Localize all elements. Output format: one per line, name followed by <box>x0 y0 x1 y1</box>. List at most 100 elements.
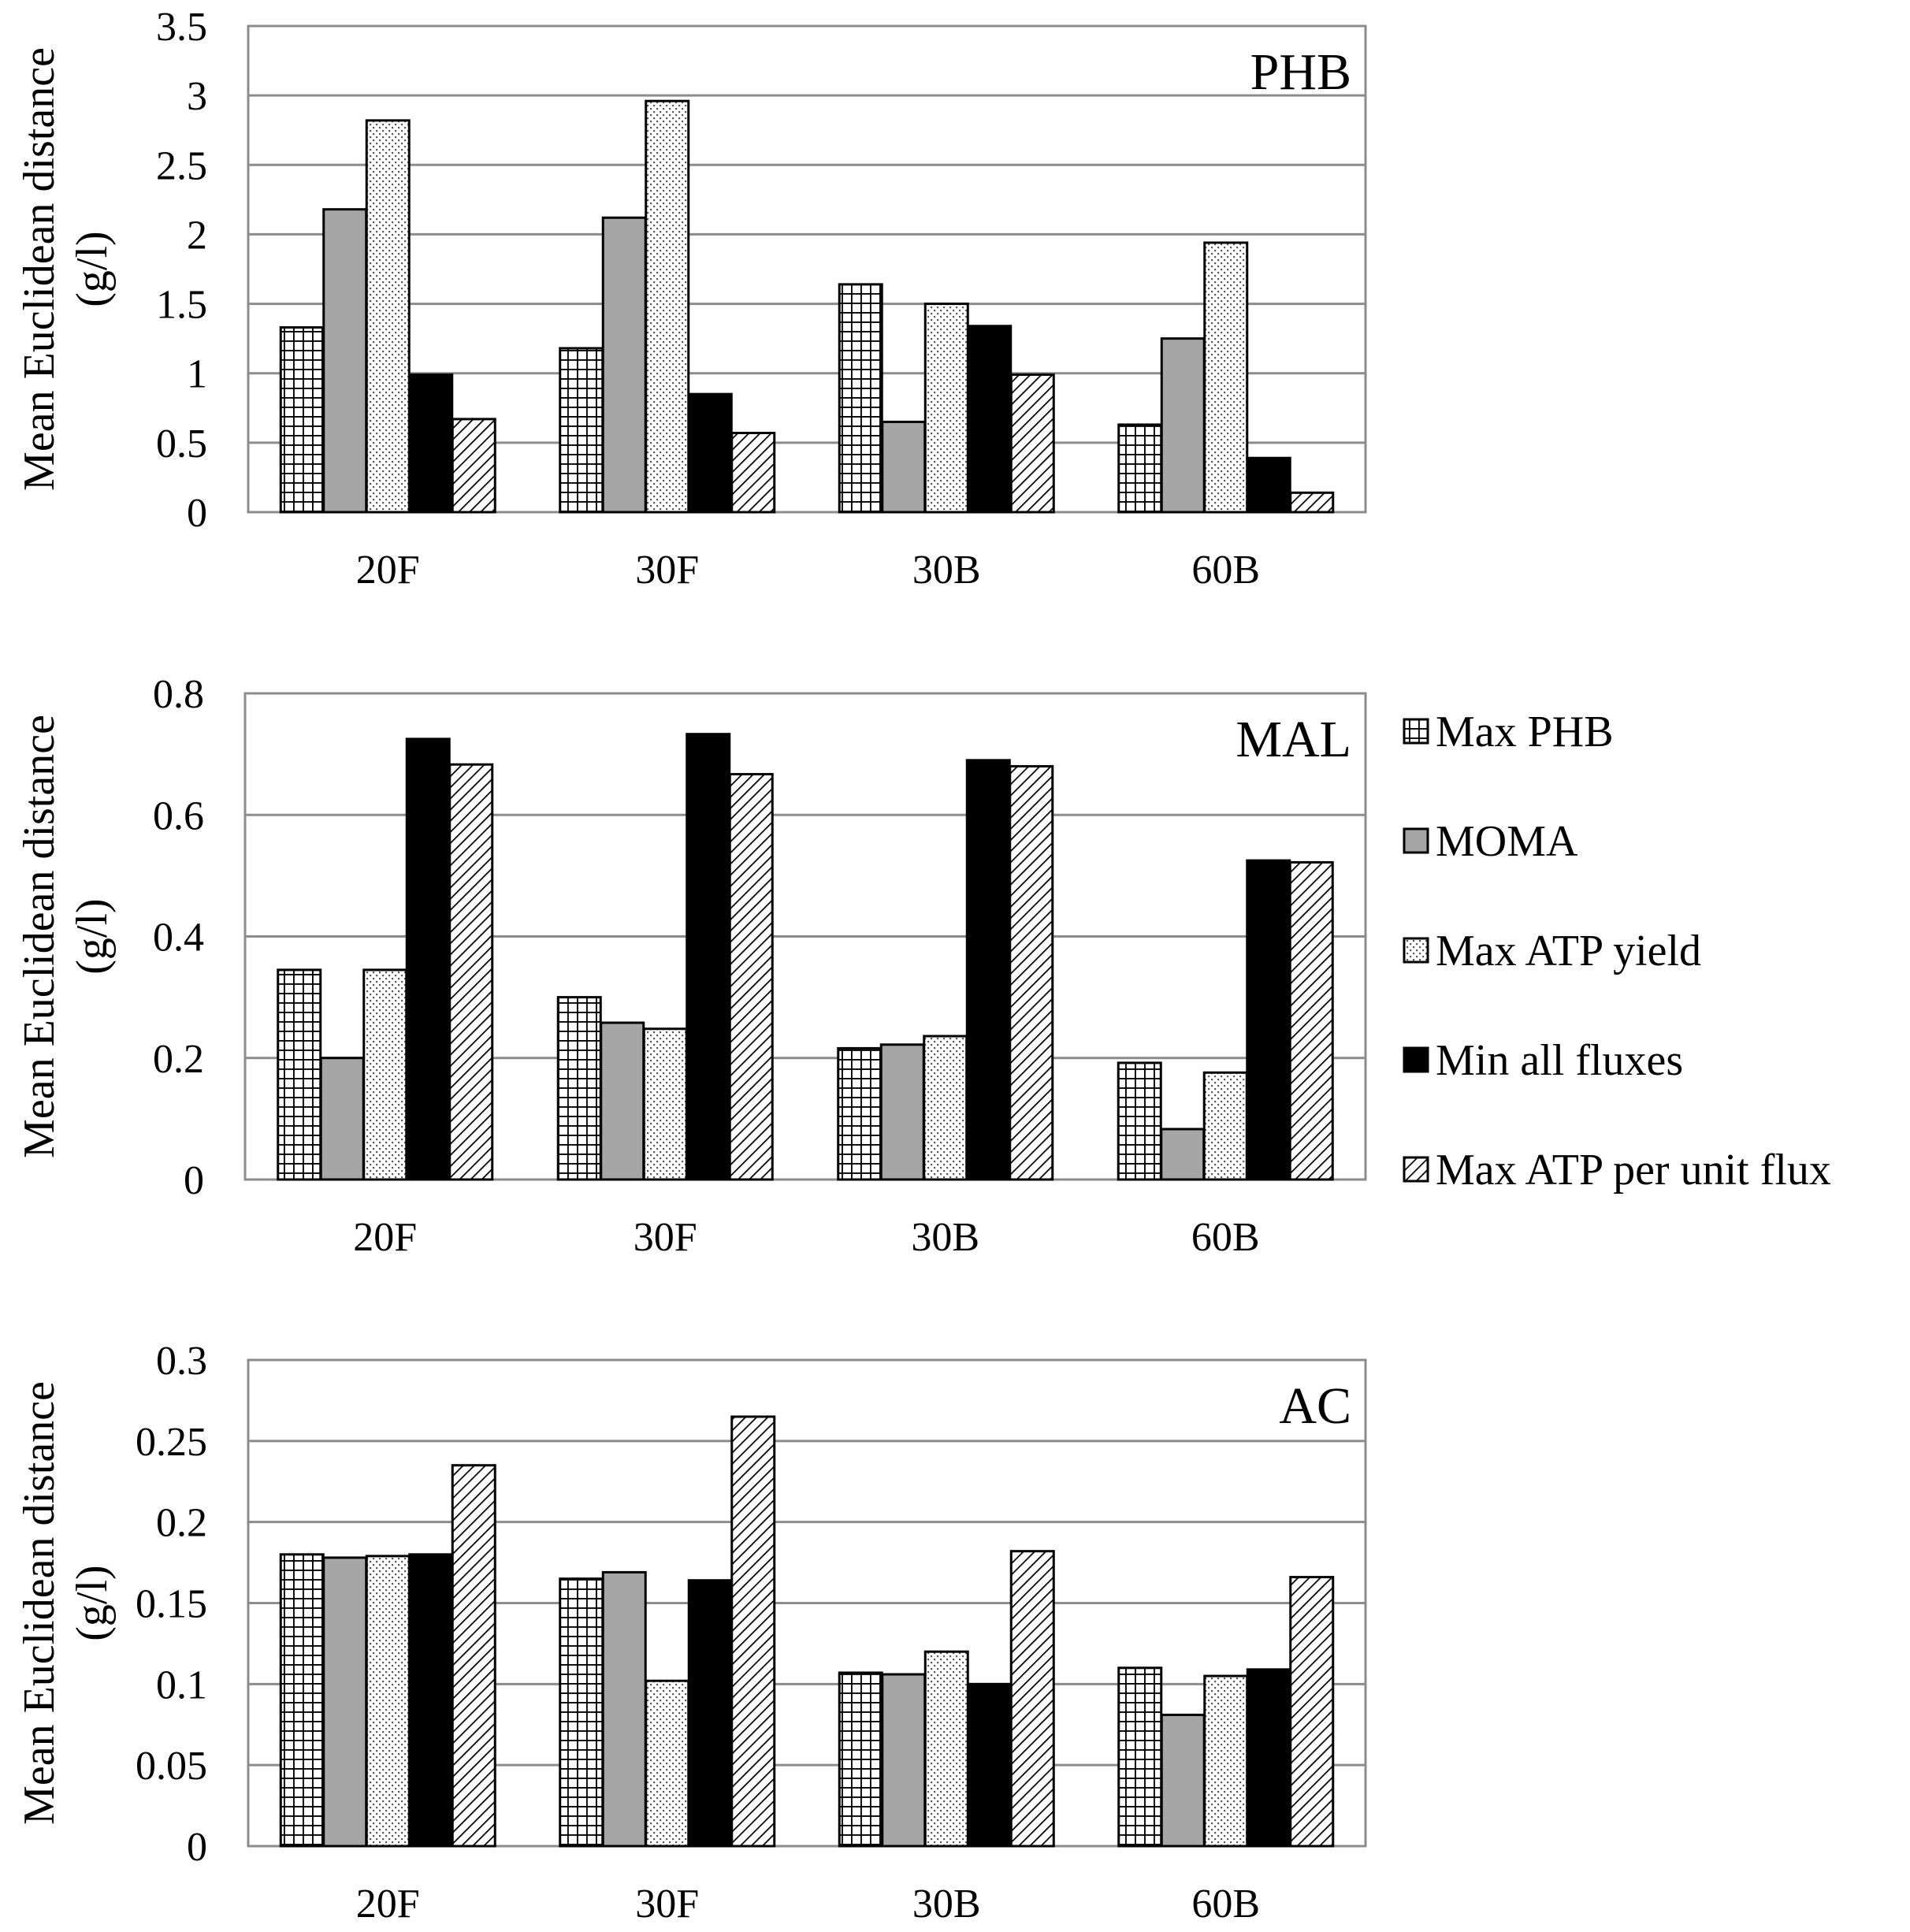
bar-max-atp-yield-30f <box>645 99 690 514</box>
bar-max-atp-per-unit-flux-30f <box>730 1415 776 1848</box>
bar-max-atp-yield-60b <box>1202 1071 1248 1181</box>
x-tick-label: 30B <box>912 1882 981 1926</box>
bar-moma-60b <box>1160 1128 1206 1181</box>
legend-label: Max ATP yield <box>1436 927 1701 975</box>
y-axis-label-unit: (g/l) <box>68 1565 117 1640</box>
bar-max-atp-per-unit-flux-30b <box>1009 373 1055 514</box>
y-tick-label: 0.15 <box>136 1582 207 1627</box>
bar-max-atp-yield-20f <box>365 119 411 514</box>
y-tick-label: 1.5 <box>156 283 207 328</box>
bar-max-atp-yield-60b <box>1203 241 1249 514</box>
x-tick-label: 30B <box>911 1215 979 1260</box>
y-tick-label: 0 <box>187 491 207 536</box>
legend: Max PHB MOMA Max ATP yield Min all fluxes Ma… <box>1403 708 1831 1194</box>
legend-label: Min all fluxes <box>1436 1036 1683 1085</box>
bar-max-phb-30f <box>559 1577 604 1848</box>
bar-min-all-fluxes-60b <box>1246 859 1291 1181</box>
bar-max-atp-yield-20f <box>362 968 408 1181</box>
y-tick-label: 2.5 <box>156 143 207 188</box>
y-axis-label: Mean Euclidean distance <box>15 1381 64 1825</box>
panel-ac: 0 0.05 0.1 0.15 0.2 0.25 0.3 20F 30F 30B 60B AC Mean… <box>15 1339 1367 1926</box>
bar-max-phb-20f <box>279 326 325 514</box>
panel-phb: 0 0.5 1 1.5 2 2.5 3 3.5 20F 30F 30B 60B PHB Mean Eucl… <box>15 5 1367 593</box>
y-tick-label: 0.6 <box>153 793 204 838</box>
bar-max-atp-yield-20f <box>365 1555 411 1848</box>
bar-min-all-fluxes-30b <box>967 325 1013 514</box>
legend-swatch-max-atp-per-unit-flux <box>1403 1156 1429 1183</box>
y-tick-label: 0 <box>187 1825 207 1870</box>
panel-label: MAL <box>1236 711 1351 768</box>
bar-moma-20f <box>322 1556 368 1848</box>
legend-swatch-moma <box>1403 827 1429 854</box>
bar-max-atp-yield-60b <box>1203 1674 1249 1848</box>
legend-swatch-max-phb <box>1403 718 1429 745</box>
bar-max-atp-yield-30f <box>642 1027 688 1181</box>
bar-min-all-fluxes-30f <box>686 733 731 1181</box>
legend-swatch-max-atp-yield <box>1403 937 1429 964</box>
bar-max-phb-30b <box>837 1046 883 1181</box>
x-tick-label: 30F <box>635 1882 699 1926</box>
bar-max-atp-per-unit-flux-20f <box>451 418 496 514</box>
legend-label: Max PHB <box>1436 708 1614 756</box>
x-tick-label: 30F <box>635 548 699 593</box>
x-tick-label: 60B <box>1191 1882 1260 1926</box>
bar-max-atp-yield-30b <box>923 1035 968 1181</box>
x-tick-label: 20F <box>356 1882 420 1926</box>
bar-max-atp-per-unit-flux-30b <box>1009 1550 1055 1848</box>
panel-mal: 0 0.2 0.4 0.6 0.8 20F 30F 30B 60B MAL Mean Euclide… <box>15 672 1367 1260</box>
bar-max-atp-yield-30f <box>645 1679 690 1848</box>
y-tick-label: 2 <box>187 213 207 258</box>
bar-moma-30b <box>881 1673 927 1848</box>
bar-max-atp-per-unit-flux-30f <box>730 432 776 514</box>
bar-moma-20f <box>322 208 368 514</box>
bar-moma-20f <box>319 1057 365 1181</box>
bar-max-phb-20f <box>277 968 322 1181</box>
bar-max-atp-per-unit-flux-30f <box>728 773 774 1181</box>
bar-max-atp-per-unit-flux-20f <box>451 1464 496 1848</box>
y-axis-label: Mean Euclidean distance <box>15 47 64 491</box>
y-tick-label: 0.3 <box>156 1339 207 1384</box>
bar-max-atp-per-unit-flux-60b <box>1289 1576 1335 1848</box>
x-tick-label: 30B <box>912 548 981 593</box>
x-tick-label: 60B <box>1191 1215 1260 1260</box>
y-tick-label: 3 <box>187 74 207 119</box>
x-tick-label: 60B <box>1191 548 1260 593</box>
legend-swatch-min-all-fluxes <box>1403 1046 1429 1073</box>
bar-min-all-fluxes-30f <box>687 392 733 514</box>
plot-area-border <box>247 24 1367 514</box>
y-tick-label: 0.2 <box>153 1037 204 1082</box>
bar-max-phb-20f <box>279 1553 325 1848</box>
y-tick-label: 0 <box>184 1158 204 1203</box>
bar-moma-30f <box>600 1021 645 1181</box>
bar-max-phb-30f <box>559 347 604 514</box>
plot-area-border <box>247 1358 1367 1848</box>
bar-max-atp-yield-30b <box>923 303 969 514</box>
bar-min-all-fluxes-20f <box>408 373 454 514</box>
bar-min-all-fluxes-20f <box>405 738 451 1181</box>
bar-max-atp-per-unit-flux-20f <box>448 763 494 1181</box>
y-tick-label: 0.4 <box>153 916 204 960</box>
y-axis-label-unit: (g/l) <box>68 898 117 974</box>
bar-moma-30f <box>601 216 647 514</box>
panel-label: AC <box>1279 1377 1351 1435</box>
y-tick-label: 3.5 <box>156 5 207 50</box>
y-tick-label: 0.1 <box>156 1663 207 1707</box>
y-tick-label: 0.5 <box>156 422 207 466</box>
bar-max-atp-per-unit-flux-60b <box>1288 860 1334 1181</box>
y-axis-label: Mean Euclidean distance <box>15 715 64 1158</box>
y-tick-label: 0.05 <box>136 1744 207 1789</box>
bar-min-all-fluxes-30f <box>687 1579 733 1848</box>
plot-area-border <box>243 692 1367 1181</box>
bar-max-atp-per-unit-flux-60b <box>1289 491 1335 514</box>
bar-max-phb-30b <box>838 283 883 514</box>
bar-max-phb-60b <box>1117 423 1163 514</box>
bar-moma-30b <box>879 1043 925 1181</box>
bar-max-phb-60b <box>1117 1061 1162 1181</box>
y-axis-label-unit: (g/l) <box>68 231 117 307</box>
bar-min-all-fluxes-30b <box>967 1682 1013 1848</box>
bar-moma-60b <box>1160 1713 1206 1848</box>
bar-max-phb-30f <box>556 996 602 1181</box>
bar-max-phb-60b <box>1117 1666 1163 1848</box>
bar-max-atp-per-unit-flux-30b <box>1009 765 1054 1181</box>
